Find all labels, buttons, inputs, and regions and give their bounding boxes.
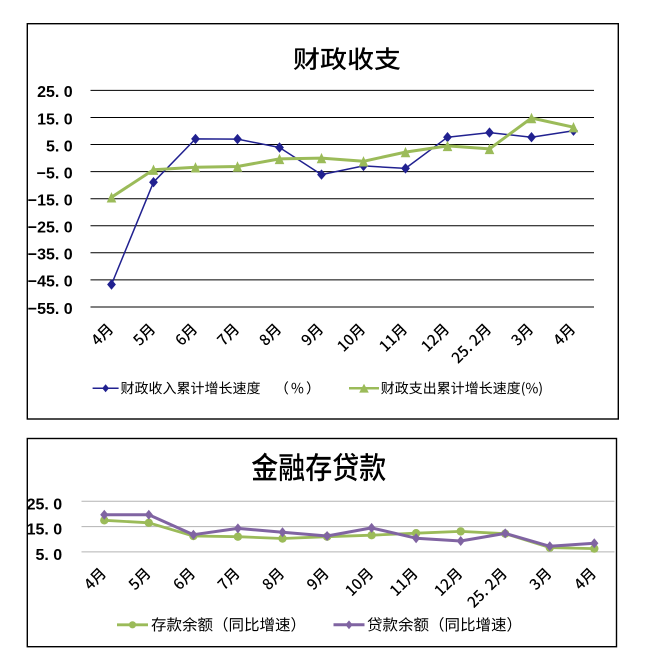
svg-text:−15. 0: −15. 0	[28, 193, 73, 210]
svg-text:5. 0: 5. 0	[46, 138, 73, 155]
svg-text:−25. 0: −25. 0	[28, 220, 73, 237]
svg-text:−45. 0: −45. 0	[28, 274, 73, 291]
svg-text:25. 0: 25. 0	[37, 84, 73, 101]
svg-text:5. 0: 5. 0	[36, 547, 63, 564]
svg-text:15. 0: 15. 0	[27, 522, 63, 539]
svg-text:−5. 0: −5. 0	[37, 165, 73, 182]
svg-text:−35. 0: −35. 0	[28, 247, 73, 264]
svg-text:15. 0: 15. 0	[37, 111, 73, 128]
svg-text:−55. 0: −55. 0	[28, 301, 73, 318]
svg-text:25. 0: 25. 0	[27, 496, 63, 513]
